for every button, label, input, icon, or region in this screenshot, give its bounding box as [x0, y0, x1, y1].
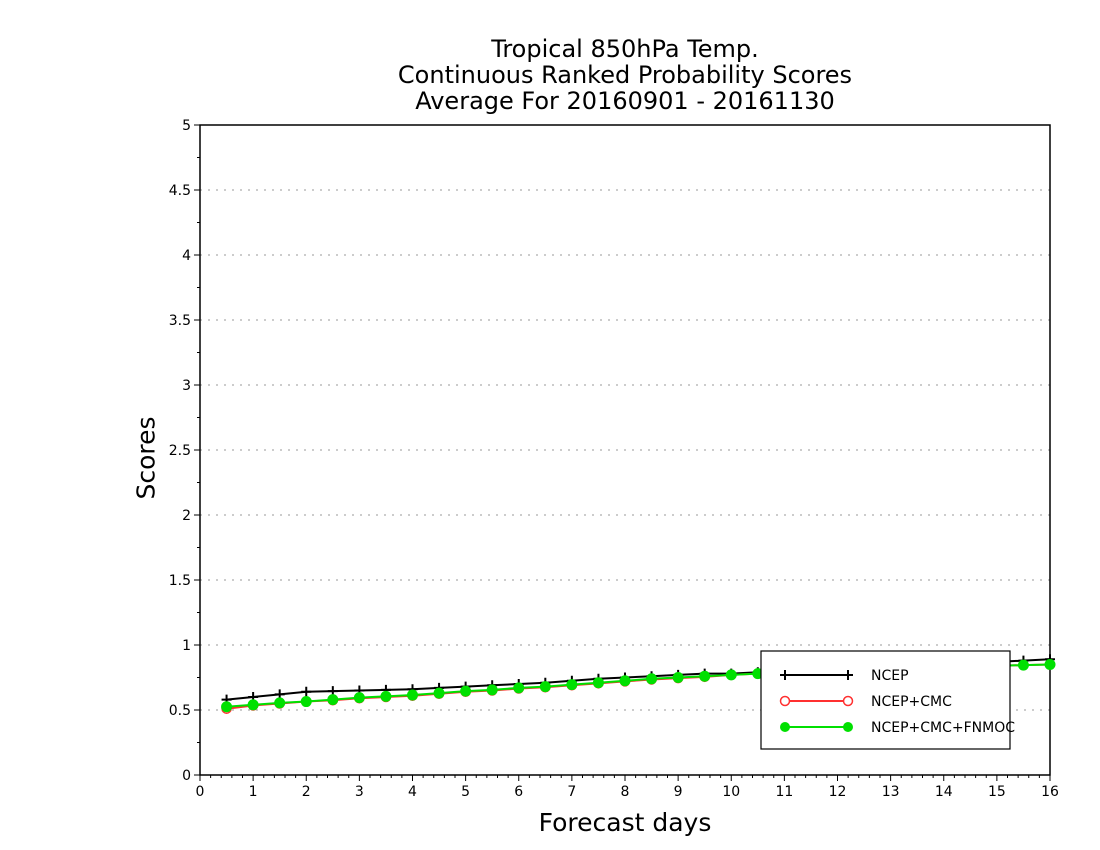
series-2-point-6 — [380, 690, 392, 702]
series-2-point-4 — [327, 694, 339, 706]
x-tick-label-0: 0 — [196, 784, 205, 800]
series-2-point-15 — [619, 675, 631, 687]
series-2-point-9 — [460, 685, 472, 697]
legend-label-0: NCEP — [871, 668, 909, 684]
chart-title-line-2: Continuous Ranked Probability Scores — [397, 61, 853, 89]
series-2-point-2 — [274, 697, 286, 709]
series-2-point-17 — [672, 672, 684, 683]
x-tick-label-15: 15 — [988, 784, 1006, 800]
series-2-point-10 — [486, 684, 498, 696]
series-2-point-8 — [433, 687, 445, 699]
x-tick-label-4: 4 — [408, 784, 417, 800]
series-2-point-16 — [646, 673, 658, 685]
y-tick-label-0: 0 — [182, 768, 191, 784]
series-2-point-0 — [221, 701, 233, 713]
series-0-point-3 — [301, 686, 312, 697]
y-axis-label: Scores — [131, 416, 161, 500]
series-2-point-14 — [592, 677, 604, 689]
series-2-point-11 — [513, 682, 525, 694]
legend-marker-0-0 — [780, 670, 790, 680]
legend-marker-1-1 — [842, 695, 854, 707]
x-tick-label-6: 6 — [514, 784, 523, 800]
x-tick-label-9: 9 — [674, 784, 683, 800]
x-axis-label: Forecast days — [538, 808, 712, 837]
series-2-point-3 — [300, 696, 312, 708]
x-tick-label-14: 14 — [935, 784, 953, 800]
legend-marker-2-0 — [780, 722, 790, 732]
x-tick-label-12: 12 — [829, 784, 847, 800]
series-2-point-18 — [699, 670, 711, 682]
y-tick-label-5: 2.5 — [169, 443, 191, 459]
series-2-point-1 — [247, 699, 259, 711]
y-tick-label-4: 2 — [182, 508, 191, 524]
chart-title-line-3: Average For 20160901 - 20161130 — [415, 87, 835, 115]
series-2-point-12 — [539, 681, 551, 693]
x-tick-label-8: 8 — [621, 784, 630, 800]
series-2-point-13 — [566, 679, 578, 691]
legend-marker-0-1 — [843, 670, 853, 680]
x-tick-label-10: 10 — [722, 784, 740, 800]
y-tick-label-3: 1.5 — [169, 573, 191, 589]
x-tick-label-7: 7 — [567, 784, 576, 800]
y-tick-label-7: 3.5 — [169, 313, 191, 329]
x-tick-label-16: 16 — [1041, 784, 1059, 800]
x-tick-label-13: 13 — [882, 784, 900, 800]
series-2-point-30 — [1017, 659, 1029, 671]
y-tick-label-2: 1 — [182, 638, 191, 654]
legend-label-1: NCEP+CMC — [871, 694, 952, 710]
x-tick-label-3: 3 — [355, 784, 364, 800]
series-2-point-31 — [1044, 659, 1056, 670]
y-tick-label-1: 0.5 — [169, 703, 191, 719]
x-tick-label-2: 2 — [302, 784, 311, 800]
y-tick-label-10: 5 — [182, 118, 191, 134]
series-2-point-19 — [725, 669, 737, 681]
legend-marker-2-1 — [843, 722, 853, 732]
x-tick-label-1: 1 — [249, 784, 258, 800]
y-tick-label-6: 3 — [182, 378, 191, 394]
x-tick-label-5: 5 — [461, 784, 470, 800]
chart-title-line-1: Tropical 850hPa Temp. — [491, 35, 759, 63]
x-tick-label-11: 11 — [775, 784, 793, 800]
legend-label-2: NCEP+CMC+FNMOC — [871, 720, 1015, 736]
y-tick-label-9: 4.5 — [169, 183, 191, 199]
legend-marker-1-0 — [779, 695, 791, 707]
series-2-point-7 — [407, 689, 418, 701]
y-tick-label-8: 4 — [182, 248, 191, 264]
series-2-point-5 — [353, 692, 365, 704]
